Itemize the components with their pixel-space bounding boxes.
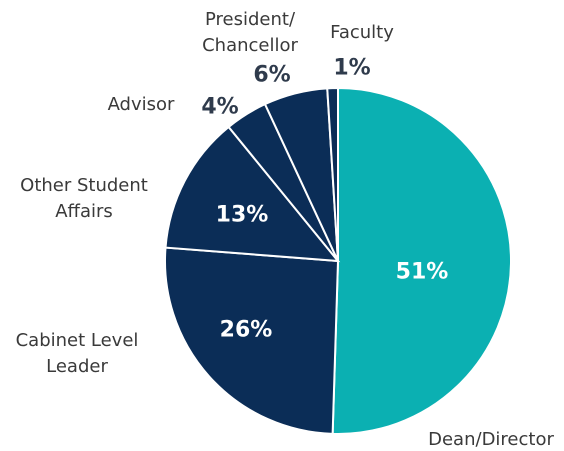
value-label: 6%: [253, 62, 291, 88]
value-label: 51%: [395, 259, 449, 285]
category-label: Advisor: [107, 94, 175, 115]
category-label: Other Student Affairs: [20, 175, 148, 222]
category-label: President/ Chancellor: [202, 9, 298, 56]
category-label: Faculty: [330, 22, 394, 43]
value-label: 13%: [215, 202, 269, 228]
category-label: Cabinet Level Leader: [15, 330, 139, 377]
value-label: 1%: [333, 55, 371, 81]
pie-slice: [164, 125, 341, 263]
pie-slice: [326, 86, 339, 262]
category-label: Dean/Director: [428, 429, 554, 450]
pie-slice: [331, 86, 512, 435]
pie-slice: [164, 246, 340, 435]
value-label: 26%: [219, 317, 273, 343]
value-label: 4%: [201, 94, 239, 120]
